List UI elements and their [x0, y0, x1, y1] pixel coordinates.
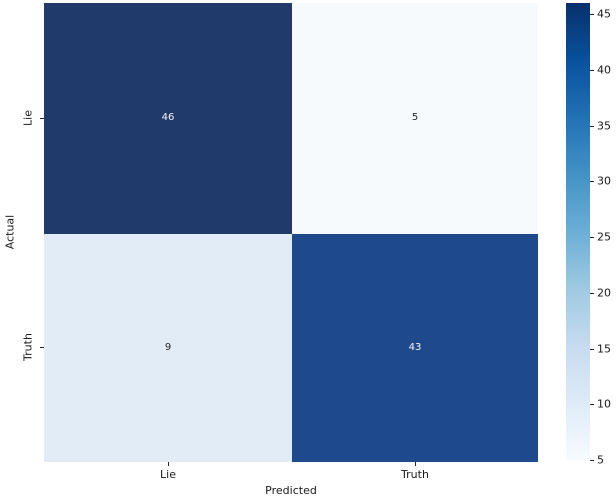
- heatmap-cell-truth-truth: 43: [292, 233, 538, 462]
- colorbar-tick-mark: [590, 349, 594, 350]
- colorbar-tick-label: 35: [597, 119, 611, 133]
- x-axis-title: Predicted: [265, 484, 317, 497]
- colorbar-tick-mark: [590, 293, 594, 294]
- heatmap-cell-lie-lie: 46: [44, 3, 292, 234]
- colorbar-tick-mark: [590, 237, 594, 238]
- heatmap-axes: 46 5 9 43: [44, 3, 538, 462]
- x-tick-mark-lie: [168, 462, 169, 466]
- y-tick-label-lie: Lie: [21, 110, 35, 126]
- colorbar-tick-mark: [590, 460, 594, 461]
- y-tick-label-truth: Truth: [21, 333, 35, 361]
- colorbar-tick-label: 20: [597, 286, 611, 300]
- colorbar-tick-mark: [590, 181, 594, 182]
- cell-value: 43: [408, 341, 422, 353]
- colorbar-tick-label: 10: [597, 397, 611, 411]
- colorbar-tick-label: 40: [597, 63, 611, 77]
- colorbar-tick-label: 25: [597, 230, 611, 244]
- colorbar-tick-label: 5: [597, 453, 604, 467]
- cell-value: 9: [164, 341, 172, 353]
- colorbar-tick-label: 45: [597, 7, 611, 21]
- colorbar-gradient: [566, 3, 590, 460]
- colorbar-tick-label: 15: [597, 342, 611, 356]
- y-tick-mark-lie: [40, 118, 44, 119]
- colorbar-tick-label: 30: [597, 174, 611, 188]
- cell-value: 5: [411, 112, 419, 124]
- heatmap-cell-lie-truth: 5: [292, 3, 538, 234]
- heatmap-cell-truth-lie: 9: [44, 233, 292, 462]
- colorbar-tick-mark: [590, 126, 594, 127]
- x-tick-mark-truth: [415, 462, 416, 466]
- colorbar-tick-mark: [590, 14, 594, 15]
- x-tick-label-truth: Truth: [401, 468, 429, 481]
- y-axis-title: Actual: [3, 214, 17, 250]
- y-tick-mark-truth: [40, 347, 44, 348]
- colorbar-tick-mark: [590, 70, 594, 71]
- cell-value: 46: [161, 112, 175, 124]
- x-tick-label-lie: Lie: [160, 468, 176, 481]
- colorbar-tick-mark: [590, 404, 594, 405]
